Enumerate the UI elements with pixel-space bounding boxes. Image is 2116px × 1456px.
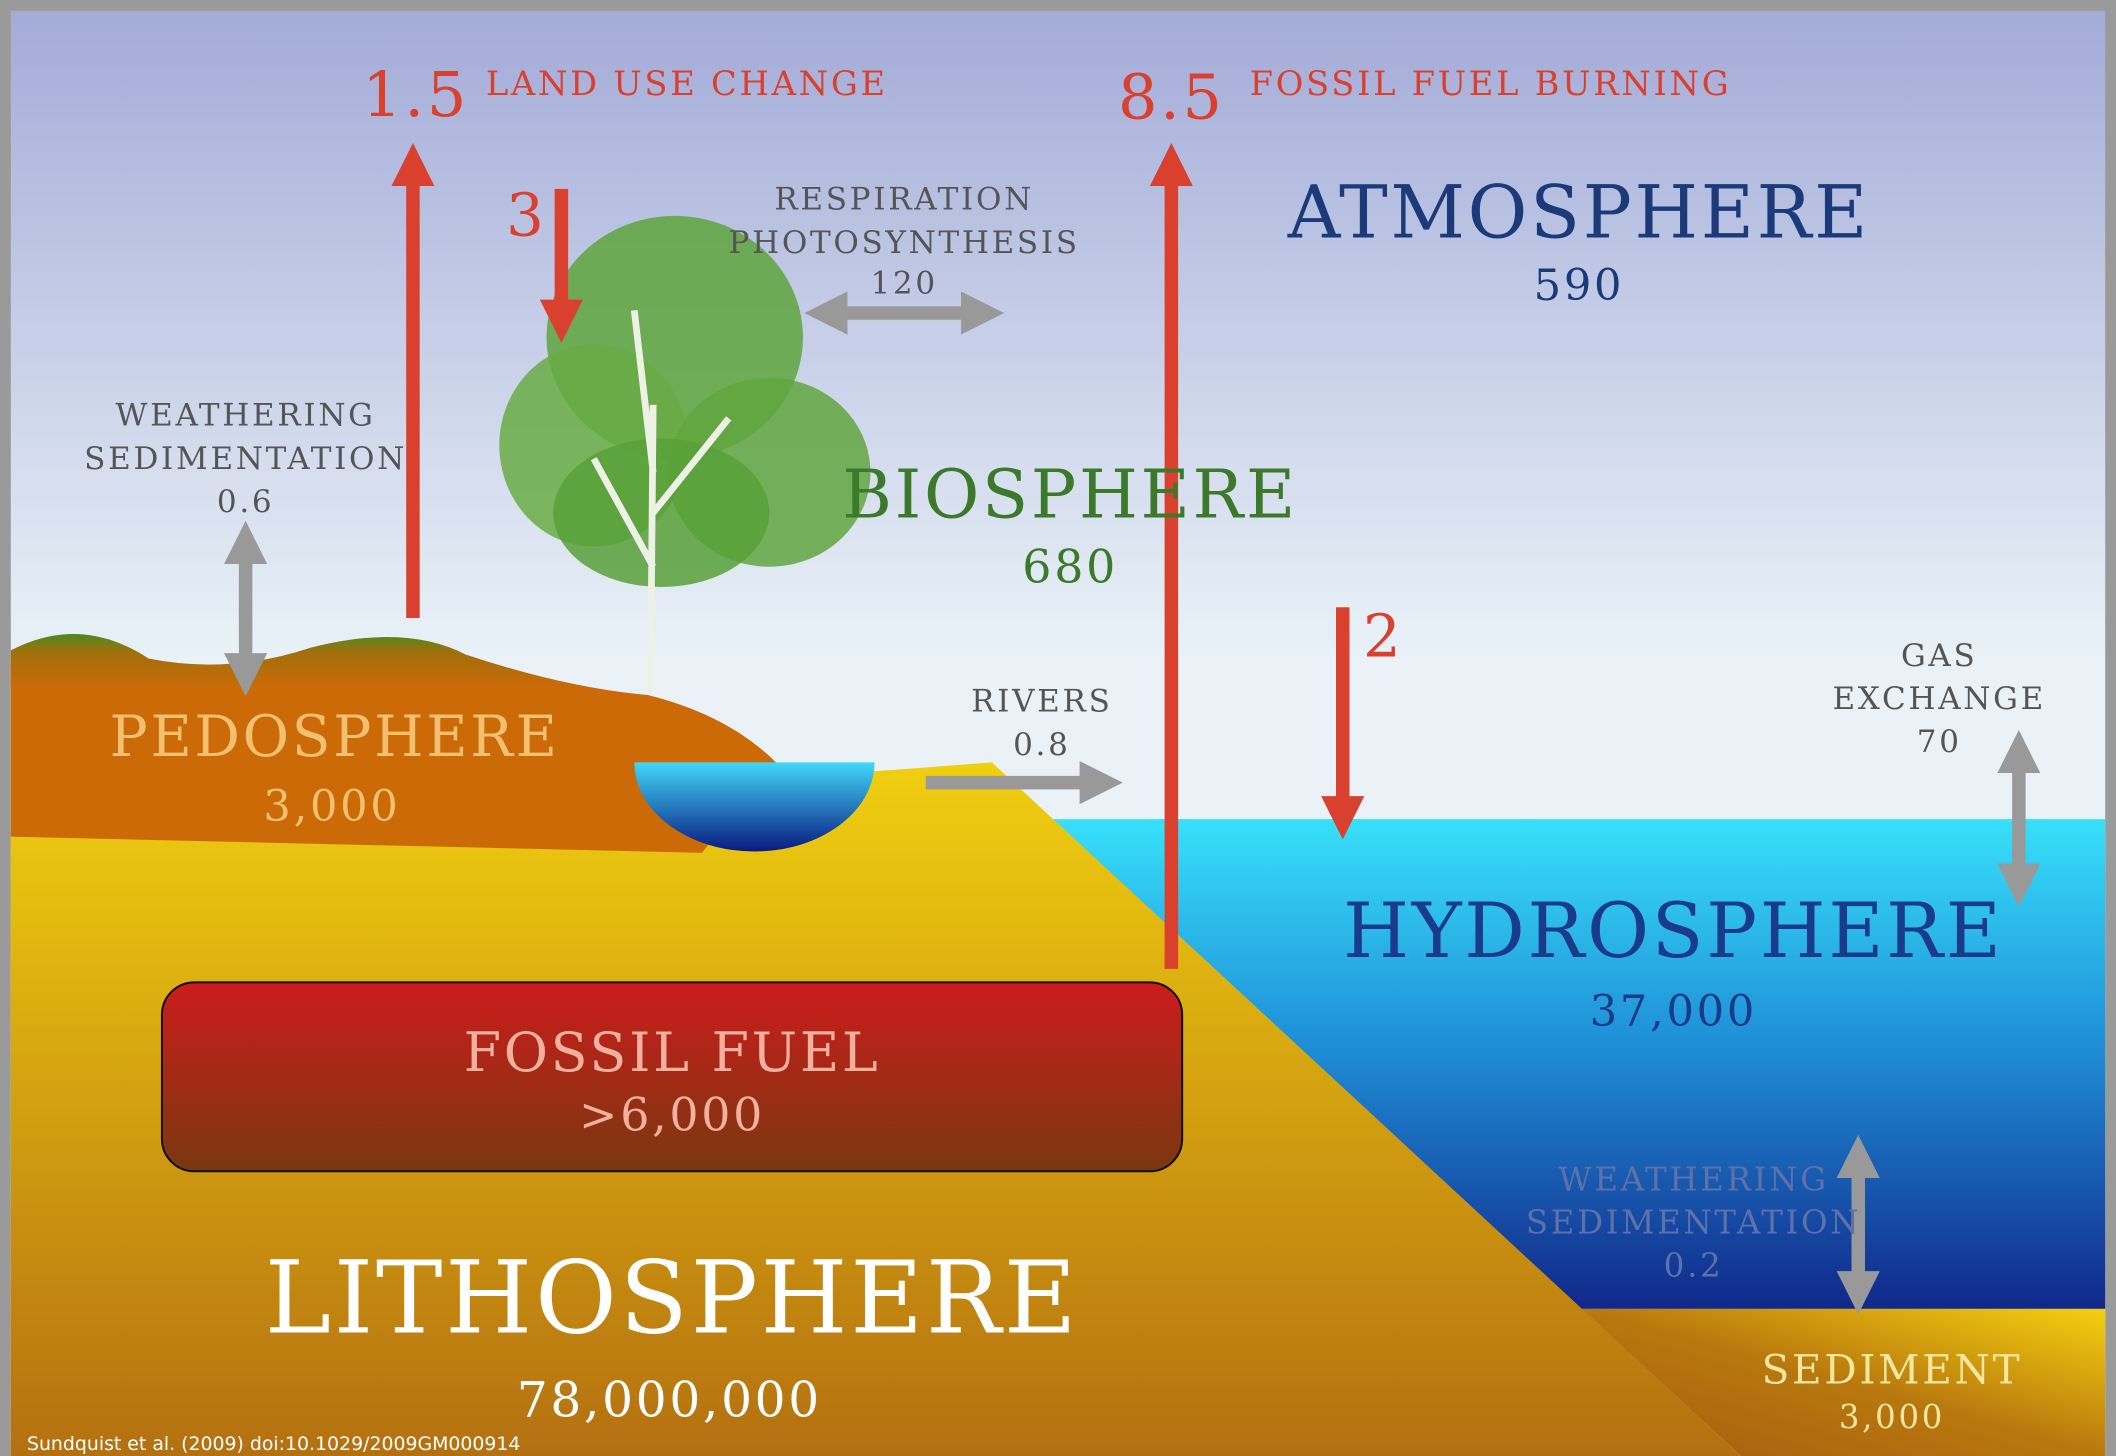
flux-amount: 3 [506, 181, 546, 250]
flux-label: SEDIMENTATION [1526, 1204, 1861, 1242]
reservoir-amount: 3,000 [1839, 1398, 1945, 1436]
reservoir-name: SEDIMENT [1762, 1346, 2023, 1394]
flux-label: RIVERS [971, 684, 1112, 720]
reservoir-amount: >6,000 [579, 1088, 765, 1142]
diagram: 1.5 LAND USE CHANGE 8.5 FOSSIL FUEL BURN… [0, 0, 2116, 1456]
reservoir-amount: 3,000 [263, 782, 400, 832]
reservoir-amount: 590 [1534, 261, 1625, 311]
flux-label: LAND USE CHANGE [486, 64, 888, 103]
reservoir-amount: 78,000,000 [517, 1373, 822, 1429]
flux-amount: 120 [871, 265, 938, 301]
reservoir-name: PEDOSPHERE [110, 704, 560, 770]
flux-label: PHOTOSYNTHESIS [729, 225, 1080, 261]
flux-label: RESPIRATION [774, 182, 1034, 218]
reservoir-amount: 680 [1022, 540, 1118, 594]
flux-amount: 0.8 [1013, 727, 1070, 763]
body: 1.5 LAND USE CHANGE 8.5 FOSSIL FUEL BURN… [0, 0, 2116, 1456]
reservoir-name: LITHOSPHERE [265, 1240, 1080, 1357]
flux-label: EXCHANGE [1832, 681, 2046, 717]
flux-label: FOSSIL FUEL BURNING [1250, 64, 1732, 103]
flux-label: WEATHERING [1558, 1160, 1828, 1198]
flux-amount: 2 [1363, 602, 1403, 671]
flux-amount: 70 [1917, 724, 1962, 760]
reservoir-name: FOSSIL FUEL [464, 1021, 881, 1084]
flux-label: WEATHERING [116, 398, 376, 434]
reservoir-amount: 37,000 [1590, 987, 1757, 1037]
flux-amount: 8.5 [1118, 61, 1225, 134]
flux-label: GAS [1901, 638, 1978, 674]
reservoir-name: BIOSPHERE [842, 454, 1298, 533]
flux-label: SEDIMENTATION [84, 441, 407, 477]
reservoir-name: HYDROSPHERE [1343, 887, 2004, 975]
flux-amount: 0.2 [1664, 1247, 1724, 1285]
reservoir-name: ATMOSPHERE [1287, 171, 1870, 256]
flux-amount: 1.5 [362, 58, 469, 131]
flux-amount: 0.6 [217, 484, 274, 520]
citation: Sundquist et al. (2009) doi:10.1029/2009… [27, 1433, 520, 1455]
page: Carbon cycle {"citation": "Sundquist et … [0, 0, 2116, 1456]
